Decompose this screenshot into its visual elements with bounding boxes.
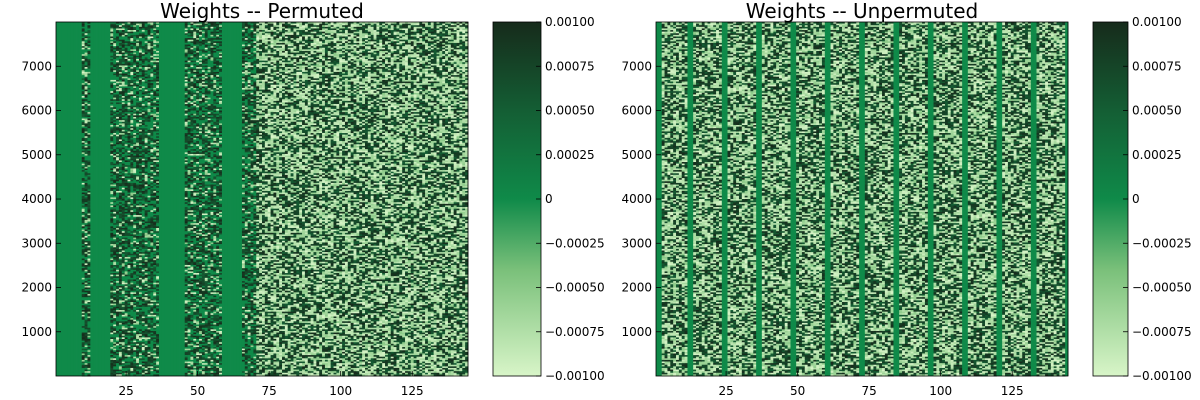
heatmap-cell	[173, 22, 177, 376]
heatmap-cell	[104, 22, 108, 376]
heatmap-cell	[161, 22, 166, 376]
heatmap-cell	[176, 22, 180, 376]
heatmap-cell	[101, 22, 106, 376]
heatmap-cell	[67, 22, 71, 376]
heatmap-cell	[93, 22, 97, 376]
heatmap-cell	[98, 22, 103, 376]
heatmap-cell	[78, 22, 83, 376]
heatmap-cell	[181, 22, 186, 376]
heatmap-cell	[167, 22, 171, 376]
heatmap-cell	[90, 22, 94, 376]
chart-title: Weights -- Permuted	[160, 0, 364, 23]
heatmap-cell	[73, 22, 77, 376]
heatmap-cell	[107, 22, 111, 376]
heatmap-cell	[159, 22, 163, 376]
heatmap-cell	[76, 22, 80, 376]
heatmap-cell	[170, 22, 174, 376]
heatmap-cell	[179, 22, 183, 376]
heatmap-panel-permuted: Weights -- Permuted 25 50 75 100 125 1000200…	[21, 0, 604, 398]
heatmap-cell	[64, 22, 68, 376]
heatmap-cell	[70, 22, 74, 376]
heatmap-cell	[61, 22, 65, 376]
heatmap-cell	[96, 22, 100, 376]
heatmap-cells	[56, 22, 469, 377]
heatmap-cell	[164, 22, 168, 376]
